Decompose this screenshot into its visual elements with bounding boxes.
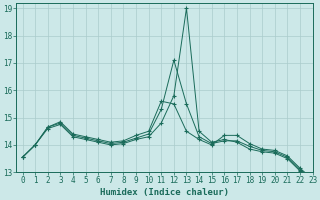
X-axis label: Humidex (Indice chaleur): Humidex (Indice chaleur) xyxy=(100,188,229,197)
